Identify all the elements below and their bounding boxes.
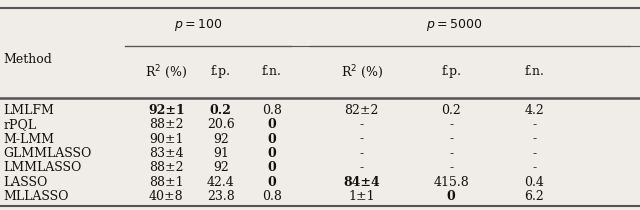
Text: -: - (532, 133, 536, 146)
Text: -: - (449, 118, 453, 131)
Text: MLLASSO: MLLASSO (3, 190, 68, 203)
Text: 20.6: 20.6 (207, 118, 235, 131)
Text: 92: 92 (213, 133, 228, 146)
Text: $p = 5000$: $p = 5000$ (426, 17, 483, 33)
Text: -: - (532, 161, 536, 174)
Text: 0.2: 0.2 (210, 104, 232, 117)
Text: 0: 0 (268, 147, 276, 160)
Text: -: - (449, 133, 453, 146)
Text: f.n.: f.n. (262, 66, 282, 78)
Text: 90±1: 90±1 (149, 133, 184, 146)
Text: LMLFM: LMLFM (3, 104, 54, 117)
Text: 0: 0 (268, 118, 276, 131)
Text: rPQL: rPQL (3, 118, 36, 131)
Text: 0.8: 0.8 (262, 190, 282, 203)
Text: -: - (449, 161, 453, 174)
Text: -: - (360, 133, 364, 146)
Text: 1±1: 1±1 (348, 190, 375, 203)
Text: R$^2$ (%): R$^2$ (%) (145, 63, 188, 81)
Text: 82±2: 82±2 (344, 104, 379, 117)
Text: LMMLASSO: LMMLASSO (3, 161, 81, 174)
Text: 40±8: 40±8 (149, 190, 184, 203)
Text: -: - (449, 147, 453, 160)
Text: 92±1: 92±1 (148, 104, 185, 117)
Text: -: - (532, 118, 536, 131)
Text: LASSO: LASSO (3, 176, 47, 189)
Text: 23.8: 23.8 (207, 190, 235, 203)
Text: 88±2: 88±2 (149, 161, 184, 174)
Text: -: - (532, 147, 536, 160)
Text: 0.2: 0.2 (442, 104, 461, 117)
Text: 4.2: 4.2 (525, 104, 544, 117)
Text: 0: 0 (268, 176, 276, 189)
Text: 0: 0 (447, 190, 456, 203)
Text: f.n.: f.n. (524, 66, 545, 78)
Text: 0.8: 0.8 (262, 104, 282, 117)
Text: 91: 91 (213, 147, 228, 160)
Text: f.p.: f.p. (211, 66, 231, 78)
Text: f.p.: f.p. (441, 66, 461, 78)
Text: R$^2$ (%): R$^2$ (%) (340, 63, 383, 81)
Text: 92: 92 (213, 161, 228, 174)
Text: $p = 100$: $p = 100$ (174, 17, 223, 33)
Text: 83±4: 83±4 (149, 147, 184, 160)
Text: 88±1: 88±1 (149, 176, 184, 189)
Text: GLMMLASSO: GLMMLASSO (3, 147, 92, 160)
Text: 415.8: 415.8 (433, 176, 469, 189)
Text: 6.2: 6.2 (525, 190, 544, 203)
Text: 0: 0 (268, 161, 276, 174)
Text: -: - (360, 161, 364, 174)
Text: 0.4: 0.4 (524, 176, 545, 189)
Text: 42.4: 42.4 (207, 176, 235, 189)
Text: M-LMM: M-LMM (3, 133, 54, 146)
Text: -: - (360, 118, 364, 131)
Text: 84±4: 84±4 (343, 176, 380, 189)
Text: 88±2: 88±2 (149, 118, 184, 131)
Text: -: - (360, 147, 364, 160)
Text: 0: 0 (268, 133, 276, 146)
Text: Method: Method (3, 53, 52, 66)
